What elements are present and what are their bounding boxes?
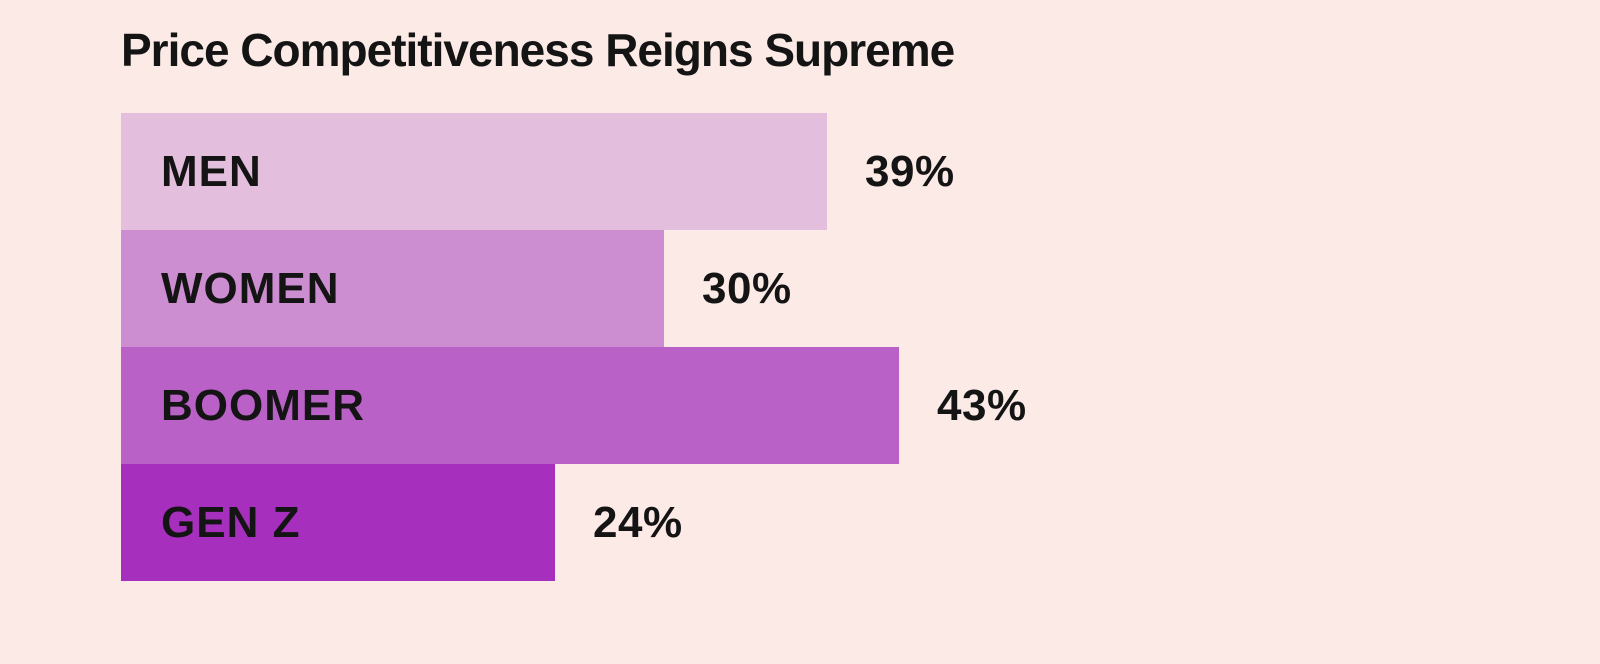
bar-row: WOMEN 30% (121, 230, 1600, 347)
bar: GEN Z (121, 464, 555, 581)
bar-row: MEN 39% (121, 113, 1600, 230)
chart-title: Price Competitiveness Reigns Supreme (121, 24, 955, 76)
bar-value-label: 39% (865, 146, 955, 196)
bar: WOMEN (121, 230, 664, 347)
bar-category-label: WOMEN (161, 263, 340, 313)
bar-chart: MEN 39% WOMEN 30% BOOMER 43% GEN Z 24% (121, 113, 1600, 581)
bar-category-label: BOOMER (161, 380, 365, 430)
bar-row: BOOMER 43% (121, 347, 1600, 464)
bar-category-label: GEN Z (161, 497, 301, 547)
bar-value-label: 24% (593, 497, 683, 547)
bar-category-label: MEN (161, 146, 262, 196)
bar-value-label: 43% (937, 380, 1027, 430)
bar: BOOMER (121, 347, 899, 464)
bar-row: GEN Z 24% (121, 464, 1600, 581)
bar: MEN (121, 113, 827, 230)
bar-value-label: 30% (702, 263, 792, 313)
